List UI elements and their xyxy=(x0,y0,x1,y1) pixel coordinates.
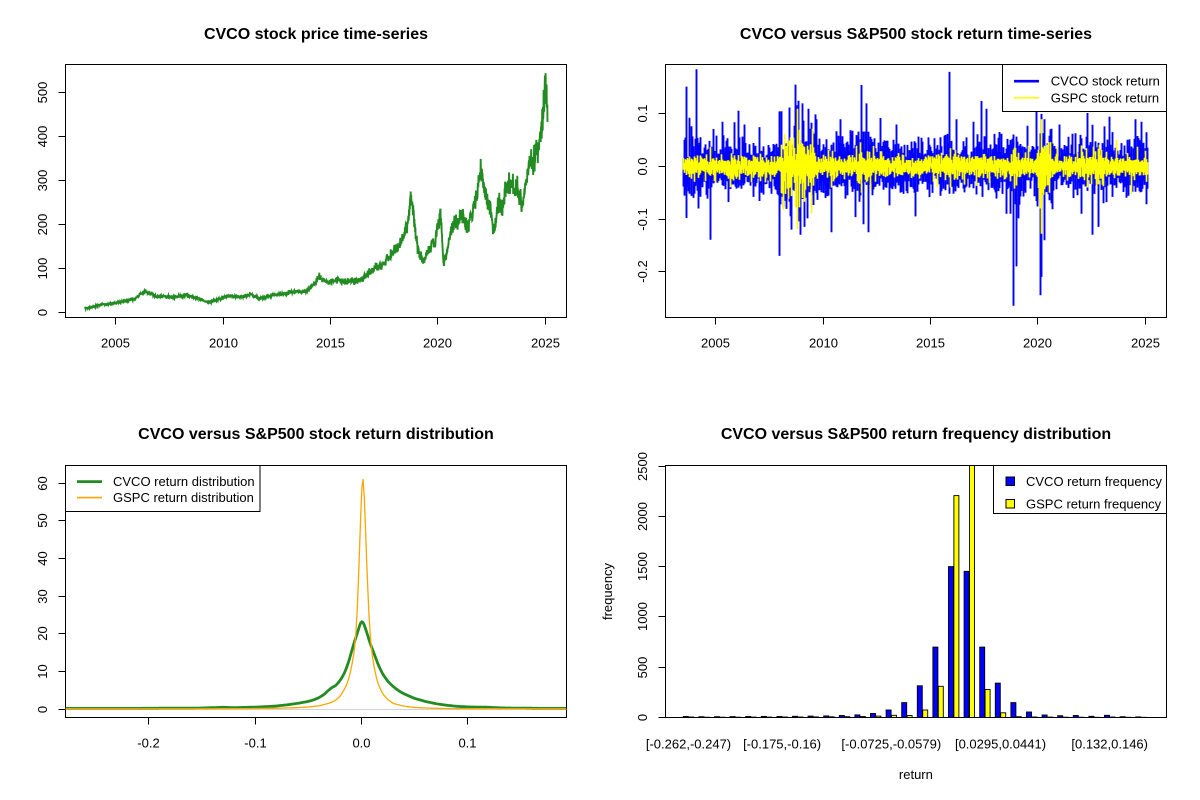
svg-text:2005: 2005 xyxy=(101,336,130,351)
svg-text:500: 500 xyxy=(635,657,650,679)
svg-text:[0.132,0.146): [0.132,0.146) xyxy=(1071,737,1148,752)
svg-text:2000: 2000 xyxy=(635,502,650,531)
svg-text:400: 400 xyxy=(35,126,50,148)
svg-text:return: return xyxy=(899,767,933,782)
svg-text:CVCO return distribution: CVCO return distribution xyxy=(113,474,255,489)
svg-text:-0.1: -0.1 xyxy=(635,208,650,230)
svg-text:CVCO return frequency: CVCO return frequency xyxy=(1026,474,1162,489)
svg-text:2015: 2015 xyxy=(916,336,945,351)
svg-text:40: 40 xyxy=(35,551,50,565)
svg-text:frequency: frequency xyxy=(600,562,615,620)
svg-text:0.1: 0.1 xyxy=(458,736,476,751)
svg-text:2500: 2500 xyxy=(635,452,650,481)
svg-text:CVCO versus S&P500 return freq: CVCO versus S&P500 return frequency dist… xyxy=(721,426,1111,443)
svg-text:[-0.262,-0.247): [-0.262,-0.247) xyxy=(646,737,731,752)
svg-text:GSPC stock return: GSPC stock return xyxy=(1051,90,1159,105)
svg-text:2025: 2025 xyxy=(531,336,560,351)
svg-text:GSPC return frequency: GSPC return frequency xyxy=(1026,497,1162,512)
svg-text:-0.2: -0.2 xyxy=(635,260,650,282)
svg-text:2015: 2015 xyxy=(316,336,345,351)
svg-text:[0.0295,0.0441): [0.0295,0.0441) xyxy=(955,737,1046,752)
svg-text:-0.1: -0.1 xyxy=(244,736,266,751)
svg-text:10: 10 xyxy=(35,664,50,678)
svg-text:200: 200 xyxy=(35,214,50,236)
svg-text:0.0: 0.0 xyxy=(635,157,650,175)
svg-text:0.0: 0.0 xyxy=(352,736,370,751)
svg-text:CVCO versus S&P500 stock retur: CVCO versus S&P500 stock return time-ser… xyxy=(740,26,1092,43)
svg-text:2025: 2025 xyxy=(1131,336,1160,351)
svg-text:1000: 1000 xyxy=(635,602,650,631)
svg-text:CVCO versus S&P500 stock retur: CVCO versus S&P500 stock return distribu… xyxy=(138,426,494,443)
svg-text:100: 100 xyxy=(35,258,50,280)
svg-text:30: 30 xyxy=(35,589,50,603)
svg-text:60: 60 xyxy=(35,476,50,490)
svg-text:2010: 2010 xyxy=(209,336,238,351)
svg-text:CVCO stock return: CVCO stock return xyxy=(1051,74,1160,89)
svg-text:[-0.175,-0.16): [-0.175,-0.16) xyxy=(743,737,821,752)
svg-text:0: 0 xyxy=(35,706,50,713)
svg-text:2005: 2005 xyxy=(701,336,730,351)
svg-text:2020: 2020 xyxy=(423,336,452,351)
svg-text:GSPC return distribution: GSPC return distribution xyxy=(113,490,254,505)
svg-text:300: 300 xyxy=(35,170,50,192)
svg-text:50: 50 xyxy=(35,513,50,527)
svg-text:20: 20 xyxy=(35,626,50,640)
svg-text:2020: 2020 xyxy=(1023,336,1052,351)
svg-text:0: 0 xyxy=(635,714,650,721)
svg-text:CVCO stock price time-series: CVCO stock price time-series xyxy=(204,26,428,43)
svg-text:2010: 2010 xyxy=(809,336,838,351)
svg-text:1500: 1500 xyxy=(635,552,650,581)
svg-text:0.1: 0.1 xyxy=(635,104,650,122)
svg-text:0: 0 xyxy=(35,309,50,316)
svg-text:500: 500 xyxy=(35,82,50,104)
svg-text:-0.2: -0.2 xyxy=(137,736,159,751)
svg-text:[-0.0725,-0.0579): [-0.0725,-0.0579) xyxy=(841,737,941,752)
